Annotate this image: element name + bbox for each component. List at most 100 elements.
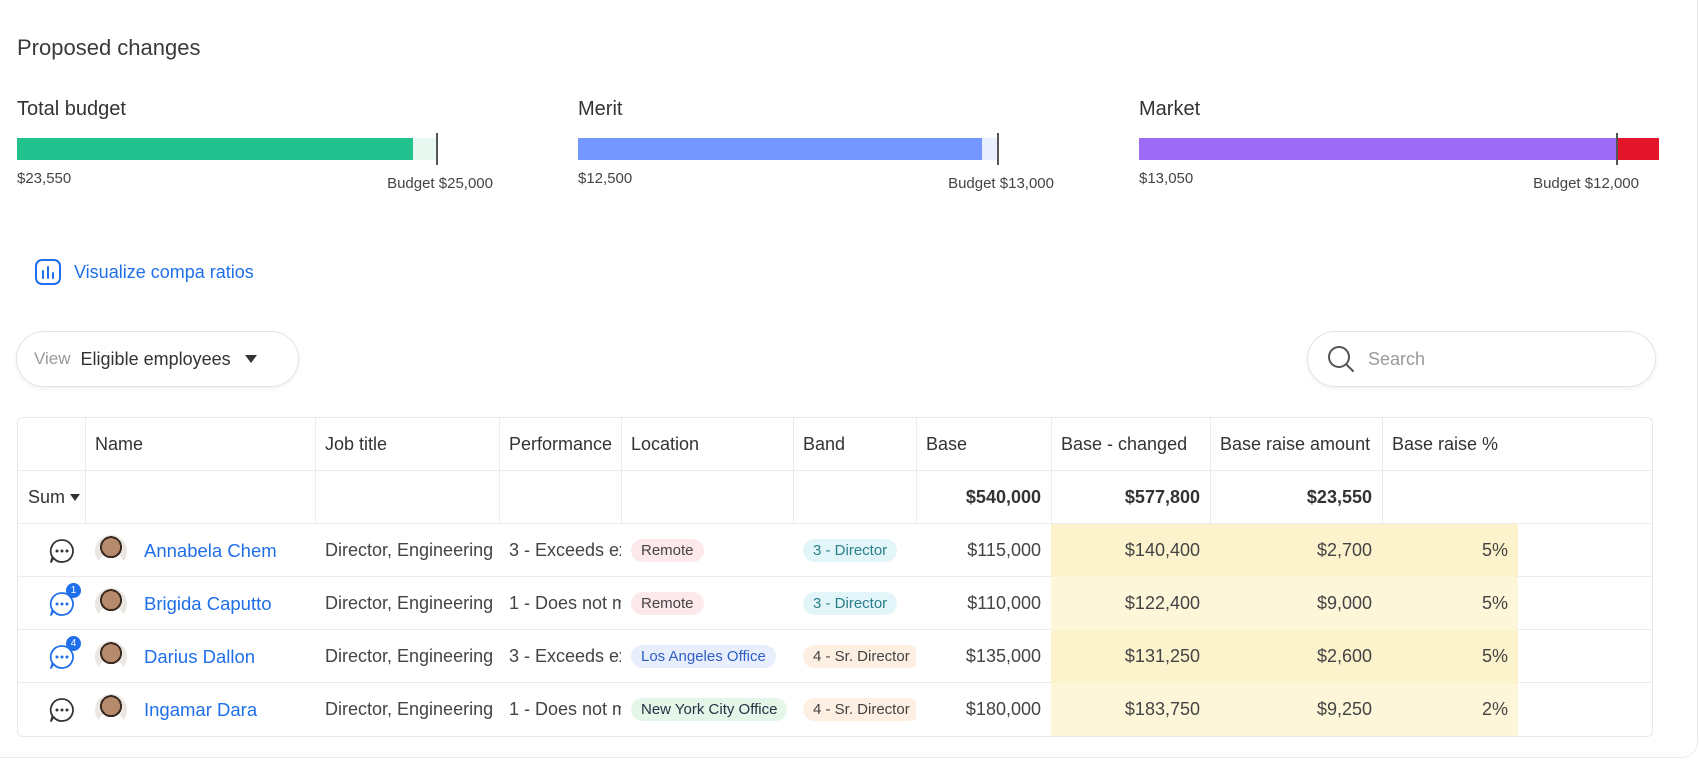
budget-bar-track [1139, 133, 1659, 165]
budget-1: Merit $12,500 Budget $13,000 [578, 98, 1098, 198]
comment-cell [18, 683, 85, 736]
chat-bubble-icon[interactable] [47, 536, 77, 566]
base-cell: $135,000 [965, 646, 1041, 666]
location-tag: Los Angeles Office [631, 645, 776, 668]
column-header-location[interactable]: Location [631, 434, 700, 454]
base-changed-cell[interactable]: $140,400 [1051, 524, 1210, 577]
table-header-row: Name Job title Performance Location Band Base… [18, 418, 1652, 471]
location-tag: Remote [631, 592, 704, 615]
caret-down-icon [244, 355, 257, 363]
budget-bar-fill [578, 138, 982, 160]
base-cell: $115,000 [967, 540, 1041, 560]
band-cell: 3 - Director [793, 524, 916, 577]
column-header-base[interactable]: Base [926, 434, 968, 454]
location-cell: New York City Office [621, 683, 793, 736]
table-row: Annabela Chem Director, Engineering · 3 - … [18, 524, 1652, 577]
column-header-base-changed[interactable]: Base - changed [1061, 434, 1188, 454]
band-tag: 3 - Director [803, 539, 898, 562]
comment-count-badge: 4 [66, 635, 81, 651]
search-box[interactable] [1307, 331, 1656, 387]
budget-bar-fill [1139, 138, 1617, 160]
avatar [95, 534, 127, 567]
avatar [95, 587, 127, 620]
budget-marker [997, 133, 999, 165]
raise-amount-cell[interactable]: $9,000 [1210, 577, 1382, 630]
caret-down-icon [70, 494, 81, 501]
column-divider [1382, 418, 1383, 523]
raise-pct-cell[interactable]: 2% [1382, 683, 1518, 736]
column-divider [85, 418, 86, 523]
employee-name-cell: Ingamar Dara [85, 683, 315, 736]
view-prefix: View [34, 349, 71, 368]
budget-limit-label: Budget $13,000 [948, 175, 1054, 192]
job-title-cell: Director, Engineering · [325, 540, 499, 560]
sum-base: $540,000 [965, 487, 1041, 507]
budget-label: Merit [578, 98, 623, 120]
raise-amount-cell[interactable]: $9,250 [1210, 683, 1382, 736]
band-cell: 4 - Sr. Director [793, 683, 916, 736]
raise-amount-cell[interactable]: $2,700 [1210, 524, 1382, 577]
avatar [95, 693, 127, 726]
view-value: Eligible employees [80, 348, 231, 369]
band-cell: 3 - Director [793, 577, 916, 630]
comment-cell: 1 [18, 577, 85, 630]
budget-current-value: $23,550 [17, 170, 72, 187]
employee-name-link[interactable]: Brigida Caputto [144, 592, 272, 614]
search-input[interactable] [1368, 348, 1638, 370]
base-cell: $180,000 [965, 699, 1041, 719]
location-tag: Remote [631, 539, 704, 562]
location-tag: New York City Office [631, 698, 788, 721]
chat-bubble-icon[interactable] [47, 695, 77, 725]
table-row: Ingamar Dara Director, Engineering · 1 - D… [18, 683, 1652, 736]
sum-selector[interactable]: Sum [18, 471, 85, 524]
raise-pct-cell[interactable]: 5% [1382, 524, 1518, 577]
base-changed-cell[interactable]: $122,400 [1051, 577, 1210, 630]
column-header-performance[interactable]: Performance [509, 434, 613, 454]
budget-bar-track [578, 133, 999, 165]
visualize-compa-ratios-link[interactable]: Visualize compa ratios [34, 258, 254, 286]
budget-limit-label: Budget $12,000 [1533, 175, 1639, 192]
budget-2: Market $13,050 Budget $12,000 [1139, 98, 1659, 198]
base-changed-cell[interactable]: $131,250 [1051, 630, 1210, 683]
employee-name-cell: Brigida Caputto [85, 577, 315, 630]
chat-bubble-icon[interactable]: 1 [47, 582, 81, 619]
employee-name-link[interactable]: Ingamar Dara [144, 698, 258, 720]
sum-raise-amount: $23,550 [1306, 487, 1372, 507]
chat-bubble-icon[interactable]: 4 [47, 635, 81, 672]
raise-pct-cell[interactable]: 5% [1382, 630, 1518, 683]
raise-amount-cell[interactable]: $2,600 [1210, 630, 1382, 683]
column-divider [499, 418, 500, 523]
budget-marker [436, 133, 438, 165]
performance-cell: 3 - Exceeds ex [509, 646, 621, 666]
column-header-name[interactable]: Name [95, 434, 144, 454]
raise-pct-cell[interactable]: 5% [1382, 577, 1518, 630]
employee-name-cell: Darius Dallon [85, 630, 315, 683]
column-header-job-title[interactable]: Job title [325, 434, 388, 454]
column-divider [1051, 418, 1052, 523]
bar-chart-icon [35, 259, 61, 285]
comment-count-badge: 1 [66, 582, 81, 598]
column-header-base-raise-pct[interactable]: Base raise % [1392, 434, 1499, 454]
location-cell: Los Angeles Office [621, 630, 793, 683]
column-divider [916, 418, 917, 523]
budget-bar-fill [17, 138, 413, 160]
band-tag: 4 - Sr. Director [803, 645, 916, 668]
budget-current-value: $13,050 [1139, 170, 1194, 187]
employee-name-cell: Annabela Chem [85, 524, 315, 577]
column-divider [1210, 418, 1211, 523]
view-dropdown[interactable]: View Eligible employees [16, 331, 299, 387]
employee-name-link[interactable]: Annabela Chem [144, 539, 277, 561]
column-header-band[interactable]: Band [803, 434, 846, 454]
avatar [95, 640, 127, 673]
location-cell: Remote [621, 524, 793, 577]
job-title-cell: Director, Engineering · [325, 593, 499, 613]
budget-bar-track [17, 133, 438, 165]
budget-overage-fill [1617, 138, 1659, 160]
employee-name-link[interactable]: Darius Dallon [144, 645, 256, 667]
column-divider [315, 418, 316, 523]
base-changed-cell[interactable]: $183,750 [1051, 683, 1210, 736]
search-icon [1328, 346, 1354, 372]
budget-label: Market [1139, 98, 1201, 120]
column-header-base-raise-amount[interactable]: Base raise amount [1220, 434, 1371, 454]
